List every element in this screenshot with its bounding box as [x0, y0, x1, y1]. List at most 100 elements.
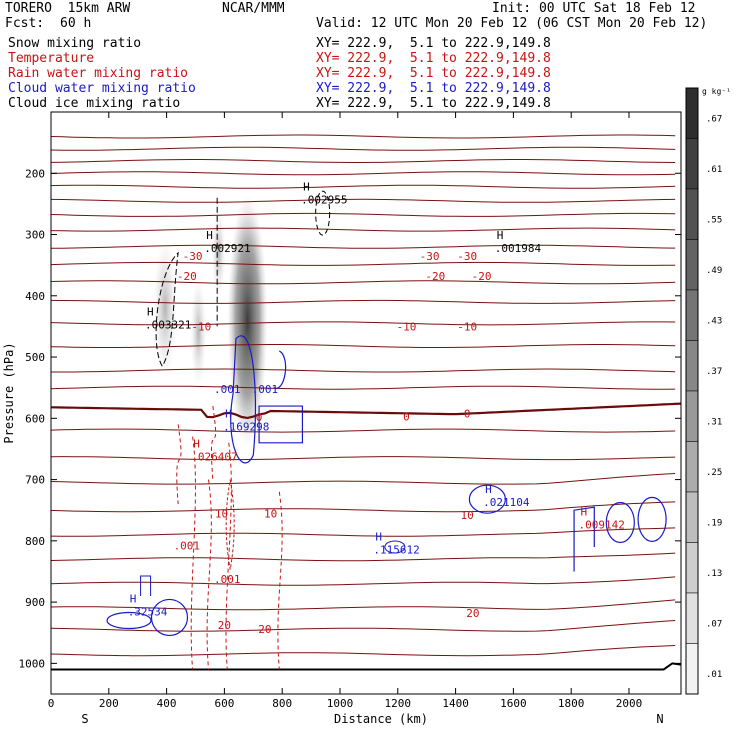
contour-value-label: .001	[174, 540, 201, 553]
x-tick-label: 400	[157, 697, 177, 710]
maximum-marker: H	[303, 181, 310, 194]
cloud-ice-contour	[315, 190, 331, 236]
maximum-value: .009142	[579, 518, 625, 531]
contour-value-label: .001	[214, 573, 241, 586]
isotherm-line	[50, 198, 676, 203]
forecast-label: Fcst:	[5, 16, 45, 31]
valid-time: Valid: 12 UTC Mon 20 Feb 12 (06 CST Mon …	[316, 16, 708, 31]
isotherm-line	[50, 159, 676, 163]
colorbar-segment	[685, 390, 699, 442]
snow-shading	[153, 238, 178, 379]
y-tick-label: 200	[25, 167, 45, 180]
init-time: Init: 00 UTC Sat 18 Feb 12	[492, 1, 696, 16]
y-axis-label: Pressure (hPa)	[2, 342, 16, 443]
colorbar-tick-label: .31	[706, 417, 722, 427]
maximum-value: .115612	[373, 543, 419, 556]
ground-line	[51, 662, 682, 671]
maximum-marker: H	[193, 437, 200, 450]
cloud-water-contour	[384, 540, 406, 554]
x-tick-label: 2000	[616, 697, 643, 710]
snow-shading	[211, 207, 226, 298]
isotherm-label: -30	[457, 250, 477, 263]
cloud-water-contour	[140, 575, 152, 596]
maximum-marker: H	[581, 505, 588, 518]
isotherm-line	[50, 599, 676, 611]
isotherm-line	[50, 344, 676, 348]
snow-shading	[227, 195, 268, 446]
isotherm-line	[50, 280, 676, 285]
colorbar-tick-label: .49	[706, 266, 722, 276]
field-name-cloud-ice: Cloud ice mixing ratio	[8, 96, 181, 111]
colorbar-segment	[685, 441, 699, 493]
field-name-temperature: Temperature	[8, 51, 95, 66]
isotherm-label: 20	[258, 623, 271, 636]
snow-shading	[190, 277, 207, 388]
maximum-marker: H	[130, 592, 137, 605]
isotherm-label: -10	[457, 320, 477, 333]
isotherm-line	[50, 501, 676, 513]
isotherm-label: 0	[256, 411, 263, 424]
isotherm-label: -20	[425, 270, 445, 283]
colorbar-segment	[685, 592, 699, 644]
cloud-water-contour	[573, 506, 595, 572]
isotherm-label: -10	[397, 320, 417, 333]
cloud-water-contour	[605, 501, 635, 544]
y-tick-label: 700	[25, 474, 45, 487]
maximum-value: .001984	[495, 242, 542, 255]
x-tick-label: 1200	[385, 697, 412, 710]
colorbar-segment	[685, 138, 699, 190]
y-tick-label: 800	[25, 535, 45, 548]
field-name-snow: Snow mixing ratio	[8, 36, 142, 51]
colorbar-tick-label: .43	[706, 316, 722, 326]
isotherm-line	[50, 171, 676, 176]
field-xy-cloud-water: XY= 222.9, 5.1 to 222.9,149.8	[316, 81, 551, 96]
maximum-marker: H	[497, 229, 504, 242]
maximum-marker: H	[485, 483, 492, 496]
isotherm-label: -20	[472, 270, 492, 283]
colorbar-segment	[685, 289, 699, 341]
colorbar-tick-label: .67	[706, 114, 722, 124]
north-end-label: N	[656, 712, 663, 726]
isotherm-line	[50, 212, 676, 217]
isotherm-line	[50, 552, 676, 562]
isotherm-line	[50, 321, 676, 326]
isotherm-label: -10	[191, 320, 211, 333]
x-axis-label: Distance (km)	[334, 712, 428, 726]
colorbar-tick-label: .25	[706, 468, 722, 478]
isotherm-line	[50, 527, 676, 537]
maximum-marker: H	[375, 530, 382, 543]
isotherm-label: -30	[183, 250, 203, 263]
x-tick-label: 1000	[327, 697, 354, 710]
colorbar-segment	[685, 87, 699, 139]
field-name-cloud-water: Cloud water mixing ratio	[8, 81, 196, 96]
plot-area	[51, 112, 681, 694]
rain-contour	[210, 405, 217, 480]
colorbar-segment	[685, 239, 699, 291]
model-title: TORERO 15km ARW	[5, 1, 131, 16]
rain-contour	[277, 491, 283, 670]
isotherm-line	[50, 620, 676, 632]
maximum-value: .026407	[191, 450, 237, 463]
cloud-water-contour	[150, 598, 189, 637]
maximum-marker: H	[225, 407, 232, 420]
x-tick-label: 0	[48, 697, 55, 710]
maximum-value: .002921	[204, 242, 250, 255]
isotherm-line	[50, 184, 676, 189]
x-tick-label: 1600	[500, 697, 527, 710]
cloud-water-contour	[637, 496, 667, 543]
x-tick-label: 200	[99, 697, 119, 710]
cloud-water-contour	[106, 611, 152, 630]
rain-contour	[225, 442, 232, 670]
maximum-value: .002955	[301, 194, 347, 207]
colorbar-unit-label: g kg⁻¹	[702, 87, 731, 96]
cloud-water-contour	[230, 335, 257, 464]
y-tick-label: 300	[25, 229, 45, 242]
maximum-value: .169298	[223, 420, 269, 433]
cloud-water-contour	[468, 484, 506, 514]
isotherm-label: 10	[461, 509, 474, 522]
cloud-water-contour	[273, 350, 287, 389]
isotherm-line	[50, 456, 676, 461]
colorbar-tick-label: .07	[706, 619, 722, 629]
y-tick-label: 500	[25, 351, 45, 364]
forecast-hour: 60 h	[60, 16, 92, 31]
